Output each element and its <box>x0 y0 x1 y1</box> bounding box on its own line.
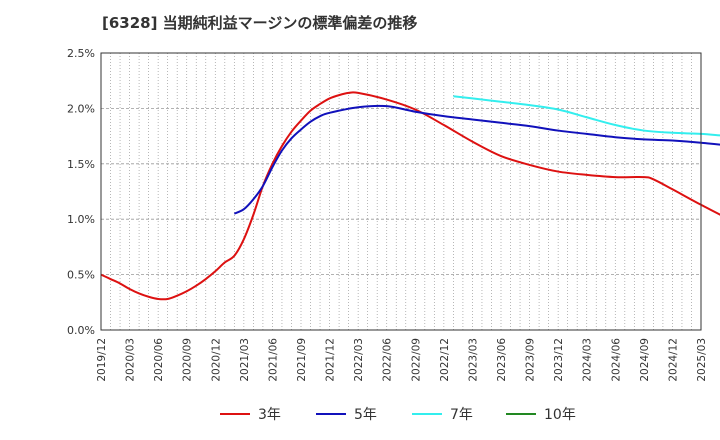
legend-label-7y: 7年 <box>450 407 473 423</box>
series-layer <box>100 91 720 301</box>
plot-frame <box>100 52 702 331</box>
x-tick-label: 2021/03 <box>239 338 251 382</box>
grid-layer <box>101 53 701 330</box>
x-tick-label: 2022/03 <box>353 338 365 382</box>
legend-item-5y: 5年 <box>316 404 377 424</box>
y-tick-label: 2.0% <box>67 102 95 115</box>
x-tick-label: 2023/09 <box>525 338 537 382</box>
legend-swatch-7y <box>412 413 442 415</box>
x-tick-label: 2024/06 <box>610 338 622 382</box>
chart-title: [6328] 当期純利益マージンの標準偏差の推移 <box>102 14 418 32</box>
y-axis: 0.0% 0.5% 1.0% 1.5% 2.0% 2.5% <box>67 47 95 337</box>
y-tick-label: 2.5% <box>67 47 95 60</box>
legend-swatch-3y <box>220 413 250 415</box>
x-axis: 2019/12 2020/03 2020/06 2020/09 2020/12 2021/… <box>96 338 708 382</box>
x-tick-label: 2023/12 <box>553 338 565 382</box>
legend-item-7y: 7年 <box>412 404 473 424</box>
x-tick-label: 2020/12 <box>210 338 222 382</box>
x-tick-label: 2024/03 <box>582 338 594 382</box>
x-tick-label: 2021/06 <box>267 338 279 382</box>
x-tick-label: 2024/12 <box>667 338 679 382</box>
legend-label-5y: 5年 <box>354 407 377 423</box>
legend-label-3y: 3年 <box>258 407 281 423</box>
legend-swatch-10y <box>506 413 536 415</box>
x-tick-label: 2021/12 <box>325 338 337 382</box>
x-tick-label: 2020/09 <box>182 338 194 382</box>
x-tick-label: 2022/06 <box>382 338 394 382</box>
y-tick-label: 0.0% <box>67 324 95 337</box>
x-tick-label: 2022/09 <box>410 338 422 382</box>
x-tick-label: 2021/09 <box>296 338 308 382</box>
x-tick-label: 2023/03 <box>467 338 479 382</box>
x-tick-label: 2020/06 <box>153 338 165 382</box>
y-tick-label: 1.5% <box>67 158 95 171</box>
series-line-7y <box>453 95 720 137</box>
x-tick-label: 2022/12 <box>439 338 451 382</box>
x-tick-label: 2024/09 <box>639 338 651 382</box>
x-tick-label: 2019/12 <box>96 338 108 382</box>
series-line-5y <box>233 104 720 215</box>
x-tick-label: 2020/03 <box>125 338 137 382</box>
legend-item-3y: 3年 <box>220 404 281 424</box>
series-line-3y <box>100 91 720 301</box>
y-tick-label: 1.0% <box>67 213 95 226</box>
legend-swatch-5y <box>316 413 346 415</box>
legend-item-10y: 10年 <box>506 404 576 424</box>
x-tick-label: 2025/03 <box>696 338 708 382</box>
x-tick-label: 2023/06 <box>496 338 508 382</box>
y-tick-label: 0.5% <box>67 269 95 282</box>
legend-label-10y: 10年 <box>544 407 576 423</box>
